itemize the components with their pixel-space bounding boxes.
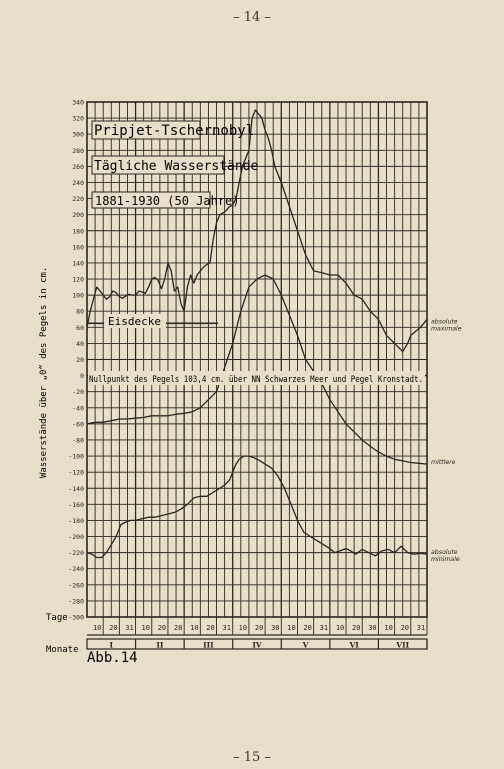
chart-grid <box>86 101 428 618</box>
x-tick-labels: 10 20 31 10 20 28 10 20 31 10 20 30 10 20 31 10 20 30 10 20… <box>87 617 428 636</box>
day-tick-label: 20 <box>255 624 263 632</box>
day-tick-label: 20 <box>352 624 360 632</box>
series-lines <box>86 109 428 559</box>
y-tick-label: 60 <box>76 324 84 332</box>
day-tick-label: 31 <box>125 624 133 632</box>
day-tick-label: 10 <box>287 624 295 632</box>
y-tick-label: 180 <box>72 227 84 235</box>
eisdecke-label: Eisdecke <box>108 315 161 328</box>
chart-title: Pripjet-Tschernobyl <box>94 123 254 139</box>
y-tick-label: -100 <box>68 453 84 461</box>
y-tick-label: 120 <box>72 276 84 284</box>
y-tick-label: 300 <box>72 131 84 139</box>
y-tick-labels: -300-280-260-240-220-200-180-160-140-120… <box>68 99 84 622</box>
day-tick-label: 20 <box>109 624 117 632</box>
month-label: V <box>302 641 309 650</box>
months-axis-label: Monate <box>46 645 79 655</box>
series-line-mittlere <box>86 274 428 465</box>
y-tick-label: -240 <box>68 565 84 573</box>
y-tick-label: 240 <box>72 179 84 187</box>
y-tick-label: 40 <box>76 340 84 348</box>
y-axis-label: Wasserstände über „0“ des Pegels in cm. <box>39 267 49 478</box>
day-tick-label: 10 <box>336 624 344 632</box>
series-label: maximale <box>431 325 462 332</box>
day-tick-label: 31 <box>222 624 230 632</box>
y-tick-label: 260 <box>72 163 84 171</box>
day-tick-label: 10 <box>384 624 392 632</box>
y-tick-label: -280 <box>68 597 84 605</box>
y-tick-label: 220 <box>72 195 84 203</box>
y-tick-label: 80 <box>76 308 84 316</box>
month-label: VII <box>395 641 409 650</box>
y-tick-label: 200 <box>72 211 84 219</box>
day-tick-label: 31 <box>417 624 425 632</box>
month-label: II <box>156 641 164 650</box>
y-tick-label: 160 <box>72 243 84 251</box>
y-tick-label: -160 <box>68 501 84 509</box>
day-tick-label: 10 <box>142 624 150 632</box>
day-tick-label: 10 <box>239 624 247 632</box>
series-label: mittlere <box>431 458 456 466</box>
y-tick-label: -140 <box>68 485 84 493</box>
y-tick-label: 340 <box>72 99 84 107</box>
series-label: absolute <box>431 548 458 556</box>
month-label: IV <box>252 641 262 650</box>
day-tick-label: 20 <box>401 624 409 632</box>
month-label: III <box>203 641 214 650</box>
y-tick-label: 140 <box>72 259 84 267</box>
y-tick-label: 100 <box>72 292 84 300</box>
y-tick-label: 20 <box>76 356 84 364</box>
nullpunkt-note: Nullpunkt des Pegels 103,4 cm. über NN S… <box>89 375 423 385</box>
y-tick-label: -120 <box>68 469 84 477</box>
days-axis-label: Tage <box>46 613 68 623</box>
day-tick-label: 20 <box>303 624 311 632</box>
month-label: I <box>110 641 114 650</box>
series-line-absolute-maximale <box>86 109 428 353</box>
series-line-absolute-minimale <box>86 455 428 559</box>
y-tick-label: -260 <box>68 581 84 589</box>
y-tick-label: -180 <box>68 517 84 525</box>
chart-period: 1881-1930 (50 Jahre) <box>95 194 240 208</box>
y-tick-label: -220 <box>68 549 84 557</box>
day-tick-label: 30 <box>271 624 279 632</box>
page-number-bottom: – 15 – <box>233 750 271 765</box>
day-tick-label: 28 <box>174 624 182 632</box>
y-tick-label: -200 <box>68 533 84 541</box>
series-label: minimale <box>431 556 460 563</box>
day-tick-label: 10 <box>93 624 101 632</box>
y-tick-label: 320 <box>72 115 84 123</box>
month-labels: I II III IV V VI VII <box>86 638 428 650</box>
page-number-top: – 14 – <box>233 10 271 25</box>
y-tick-label: -40 <box>72 404 84 412</box>
y-tick-label: -300 <box>68 614 84 622</box>
day-tick-label: 31 <box>320 624 328 632</box>
y-tick-label: -20 <box>72 388 84 396</box>
chart-annotations: Pripjet-Tschernobyl Tägliche Wasserständ… <box>39 120 425 666</box>
series-label: absolute <box>431 317 458 325</box>
month-label: VI <box>348 641 359 650</box>
day-tick-label: 20 <box>158 624 166 632</box>
y-tick-label: -80 <box>72 436 84 444</box>
day-tick-label: 10 <box>190 624 198 632</box>
day-tick-label: 20 <box>206 624 214 632</box>
day-tick-label: 30 <box>368 624 376 632</box>
y-tick-label: -60 <box>72 420 84 428</box>
figure-label: Abb.14 <box>87 650 138 666</box>
chart-subtitle: Tägliche Wasserstände <box>94 159 259 174</box>
y-tick-label: 280 <box>72 147 84 155</box>
y-tick-label: 0 <box>80 372 84 380</box>
